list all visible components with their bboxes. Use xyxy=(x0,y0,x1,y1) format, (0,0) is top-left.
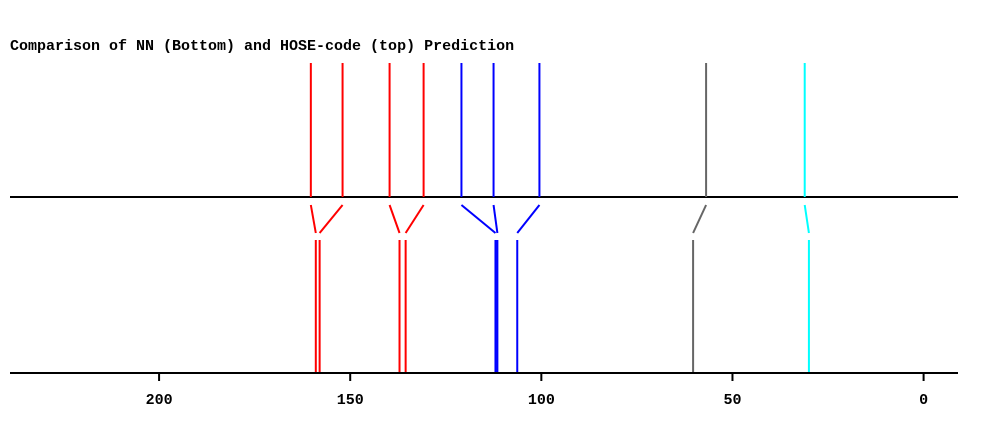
x-tick-label: 0 xyxy=(919,392,928,409)
peak-connector xyxy=(309,204,317,234)
peak-connector xyxy=(388,204,401,234)
chart-title: Comparison of NN (Bottom) and HOSE-code … xyxy=(10,38,514,55)
peak-connector xyxy=(318,204,344,234)
peak-connector xyxy=(803,204,810,234)
x-tick-label: 50 xyxy=(723,392,741,409)
x-tick-label: 100 xyxy=(528,392,555,409)
peak-connector xyxy=(516,204,541,234)
x-tick-label: 150 xyxy=(337,392,364,409)
peak-connector xyxy=(460,204,497,234)
x-tick-label: 200 xyxy=(146,392,173,409)
peak-connector xyxy=(692,204,707,234)
peak-connector xyxy=(492,204,499,234)
peak-connector xyxy=(404,204,425,234)
